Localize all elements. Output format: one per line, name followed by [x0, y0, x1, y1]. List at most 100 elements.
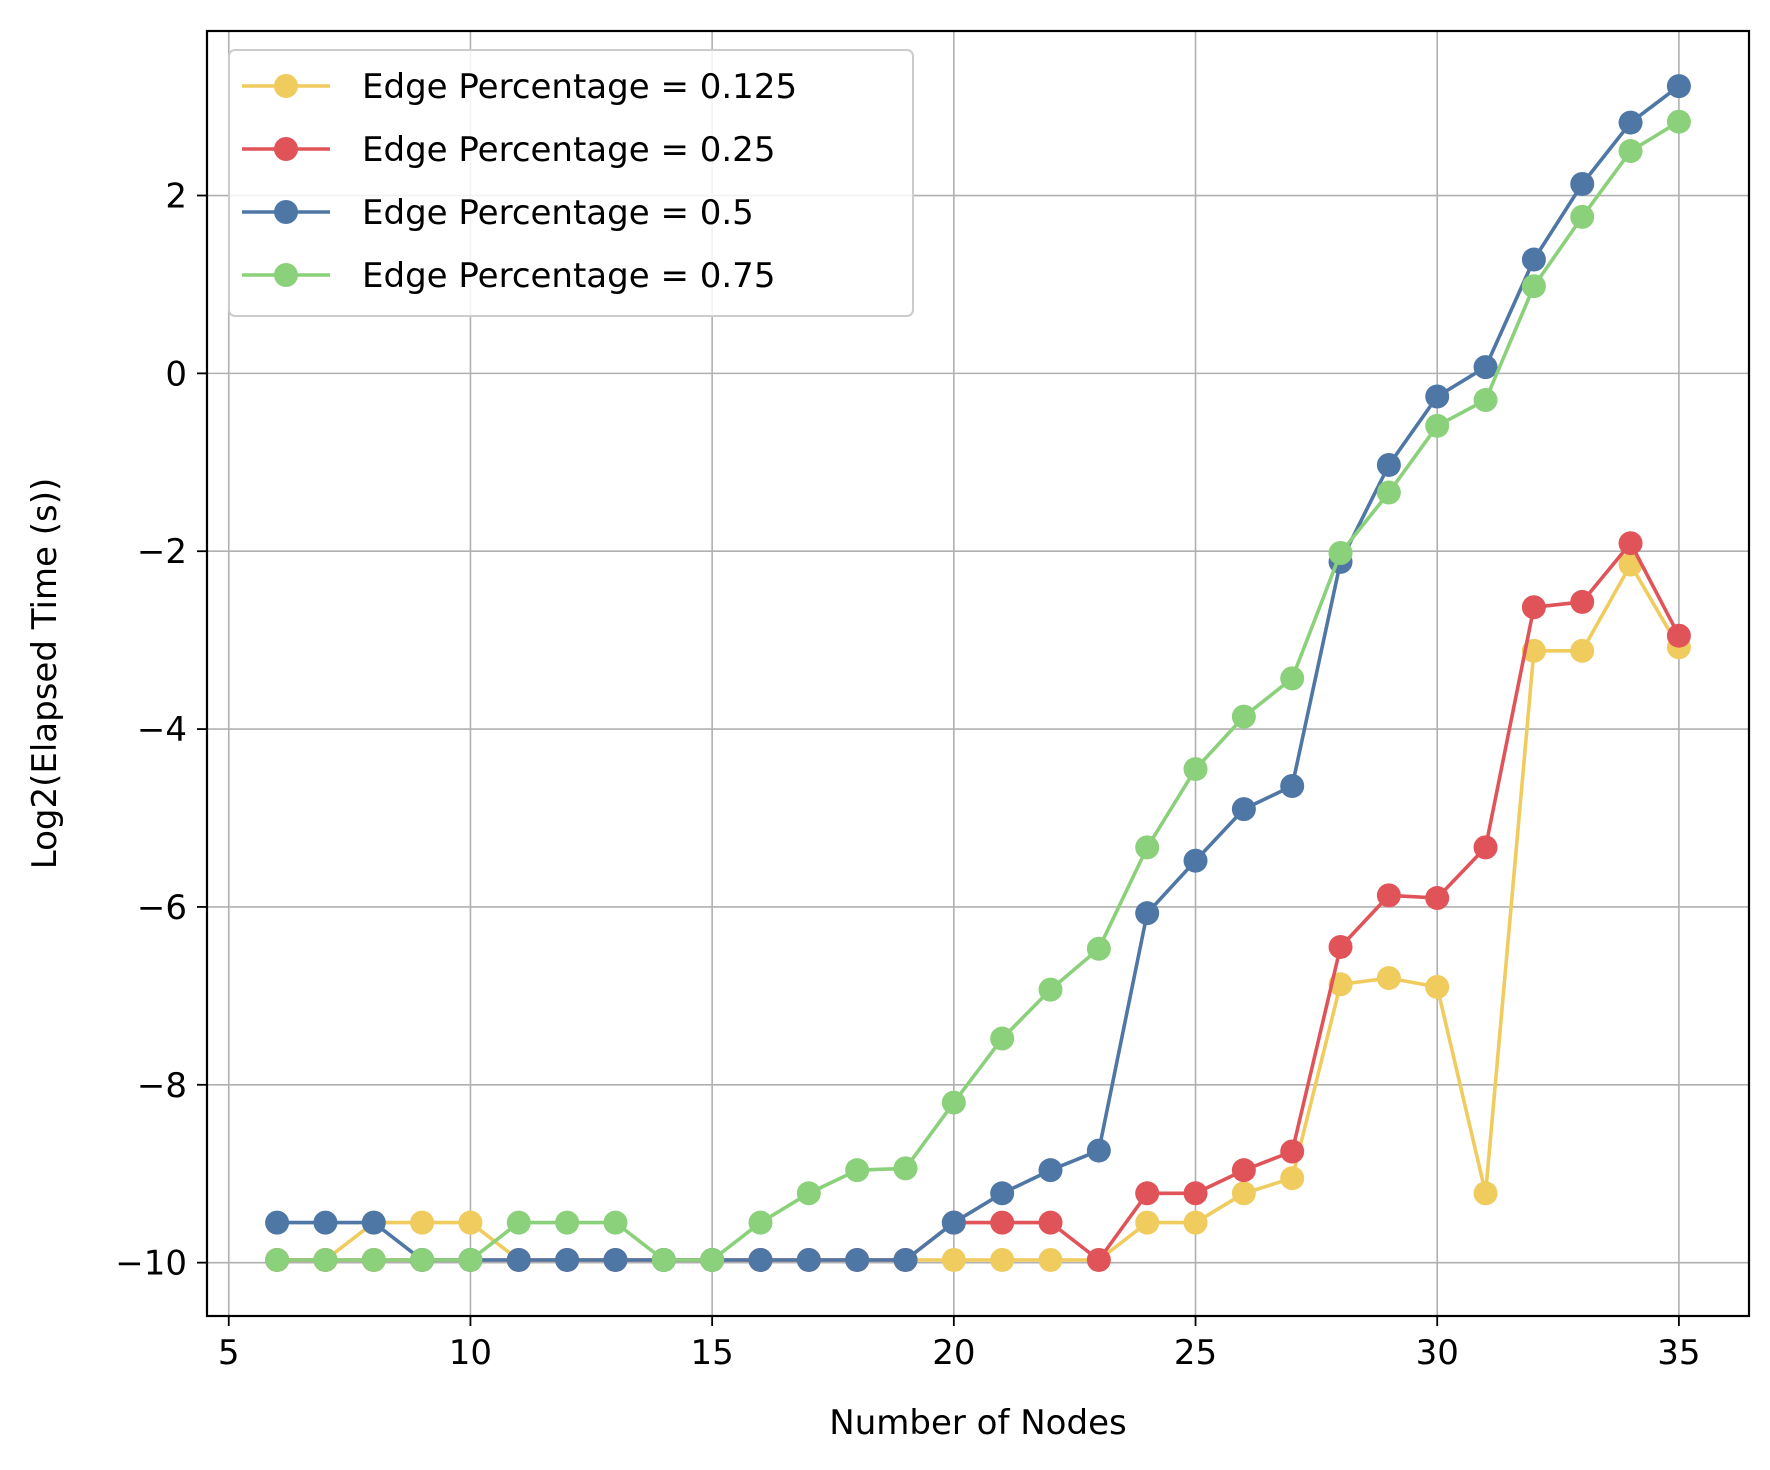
data-point: [555, 1247, 580, 1272]
data-point: [845, 1158, 870, 1183]
data-point: [845, 1247, 870, 1272]
data-point: [603, 1247, 628, 1272]
data-point: [700, 1247, 725, 1272]
x-tick-label: 15: [691, 1333, 734, 1373]
data-point: [1183, 1181, 1208, 1206]
legend-label: Edge Percentage = 0.75: [362, 256, 775, 296]
data-point: [265, 1210, 290, 1235]
data-point: [1135, 835, 1160, 860]
data-point: [796, 1247, 821, 1272]
data-point: [1038, 1158, 1063, 1183]
data-point: [361, 1247, 386, 1272]
data-point: [1618, 552, 1643, 577]
data-point: [1280, 1139, 1305, 1164]
data-point: [1521, 274, 1546, 299]
data-point: [1473, 835, 1498, 860]
data-point: [893, 1156, 918, 1181]
data-point: [1376, 480, 1401, 505]
data-point: [1425, 384, 1450, 409]
data-point: [1135, 901, 1160, 926]
x-axis-ticks: 5 10 15 20 25 30 35: [218, 1316, 1701, 1373]
y-tick-label: 0: [165, 354, 187, 394]
data-point: [1328, 934, 1353, 959]
data-point: [506, 1210, 531, 1235]
data-point: [1425, 413, 1450, 438]
data-point: [555, 1210, 580, 1235]
legend-item: Edge Percentage = 0.25: [242, 130, 775, 170]
data-point: [458, 1247, 483, 1272]
data-point: [1666, 74, 1691, 99]
data-point: [1135, 1210, 1160, 1235]
legend-item: Edge Percentage = 0.125: [242, 67, 797, 107]
data-point: [1570, 204, 1595, 229]
series-layer: [265, 74, 1691, 1272]
data-point: [1328, 541, 1353, 566]
data-point: [990, 1181, 1015, 1206]
data-point: [1570, 638, 1595, 663]
legend-label: Edge Percentage = 0.25: [362, 130, 775, 170]
data-point: [1666, 109, 1691, 134]
data-point: [1570, 171, 1595, 196]
data-point: [1666, 623, 1691, 648]
data-point: [748, 1247, 773, 1272]
data-point: [1038, 1210, 1063, 1235]
x-tick-label: 20: [932, 1333, 975, 1373]
data-point: [990, 1210, 1015, 1235]
legend-item: Edge Percentage = 0.5: [242, 193, 754, 233]
data-point: [1231, 1181, 1256, 1206]
data-point: [1086, 1247, 1111, 1272]
data-point: [1618, 531, 1643, 556]
data-point: [796, 1181, 821, 1206]
data-point: [1183, 757, 1208, 782]
y-tick-label: −6: [137, 888, 187, 928]
y-axis-ticks: −10 −8 −6 −4 −2 0 2: [115, 177, 207, 1284]
y-tick-label: 2: [165, 177, 187, 217]
data-point: [1521, 595, 1546, 620]
legend-box: [228, 49, 914, 317]
data-point: [1425, 974, 1450, 999]
data-point: [941, 1210, 966, 1235]
data-point: [361, 1210, 386, 1235]
data-point: [990, 1247, 1015, 1272]
data-point: [1038, 977, 1063, 1002]
data-point: [651, 1247, 676, 1272]
data-point: [1473, 388, 1498, 413]
data-point: [941, 1090, 966, 1115]
data-point: [410, 1247, 435, 1272]
y-tick-label: −2: [137, 532, 187, 572]
data-point: [1376, 452, 1401, 477]
data-point: [1086, 936, 1111, 961]
legend-label: Edge Percentage = 0.125: [362, 67, 797, 107]
data-point: [1231, 797, 1256, 822]
data-point: [748, 1210, 773, 1235]
data-point: [1618, 139, 1643, 164]
x-axis-label: Number of Nodes: [829, 1403, 1126, 1443]
y-tick-label: −10: [115, 1244, 187, 1284]
x-tick-label: 10: [449, 1333, 492, 1373]
x-tick-label: 35: [1657, 1333, 1700, 1373]
legend-marker: [274, 74, 298, 98]
data-point: [893, 1247, 918, 1272]
data-point: [410, 1210, 435, 1235]
data-point: [941, 1247, 966, 1272]
data-point: [1038, 1247, 1063, 1272]
legend-marker: [274, 137, 298, 161]
data-point: [1183, 848, 1208, 873]
series-3: [265, 74, 1691, 1272]
data-point: [1135, 1181, 1160, 1206]
legend-marker: [274, 200, 298, 224]
y-axis-label: Log2(Elapsed Time (s)): [25, 478, 65, 870]
data-point: [1521, 247, 1546, 272]
x-tick-label: 25: [1174, 1333, 1217, 1373]
data-point: [1425, 886, 1450, 911]
y-tick-label: −4: [137, 710, 187, 750]
data-point: [1086, 1138, 1111, 1163]
data-point: [1618, 110, 1643, 135]
data-point: [603, 1210, 628, 1235]
data-point: [1280, 773, 1305, 798]
data-point: [1376, 883, 1401, 908]
legend-label: Edge Percentage = 0.5: [362, 193, 754, 233]
data-point: [1280, 1166, 1305, 1191]
data-point: [990, 1026, 1015, 1051]
